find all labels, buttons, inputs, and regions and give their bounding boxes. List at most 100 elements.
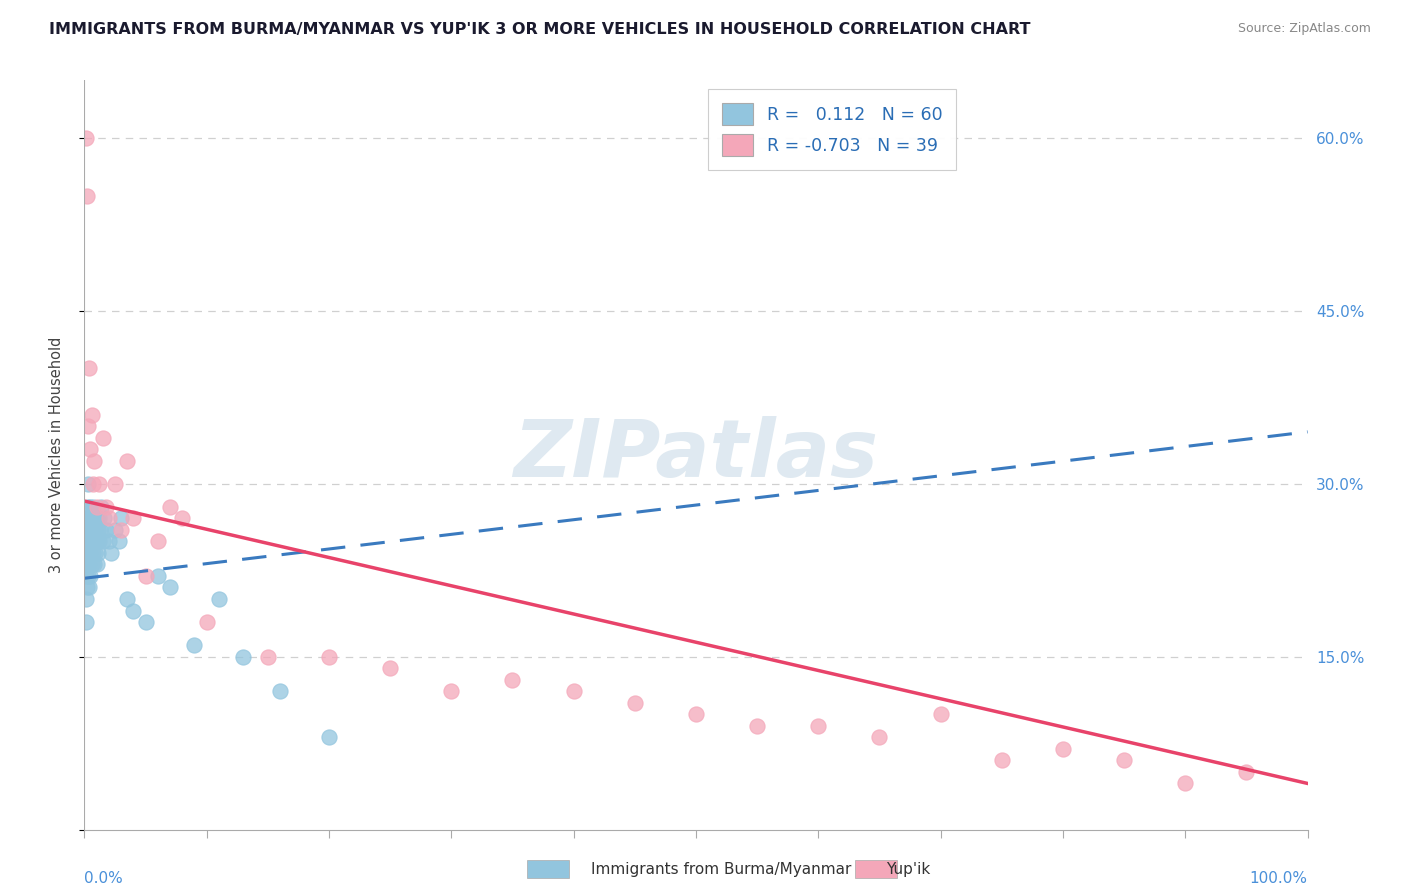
Point xyxy=(75,569,97,583)
Point xyxy=(86,534,108,549)
Point xyxy=(77,581,100,595)
Point xyxy=(159,581,181,595)
Point xyxy=(86,511,108,525)
Point xyxy=(77,476,100,491)
Point xyxy=(100,546,122,560)
Point xyxy=(75,131,97,145)
Point xyxy=(1114,753,1136,767)
Point xyxy=(75,615,97,629)
Point xyxy=(380,661,402,675)
Point xyxy=(96,523,118,537)
Point xyxy=(82,500,104,514)
Point xyxy=(83,534,105,549)
Point xyxy=(115,453,138,467)
Point xyxy=(79,523,101,537)
Point xyxy=(79,569,101,583)
Point xyxy=(77,511,100,525)
Point xyxy=(75,592,97,607)
Point xyxy=(502,673,524,687)
Point xyxy=(104,523,127,537)
Point xyxy=(208,592,231,607)
Point xyxy=(87,546,110,560)
Point xyxy=(76,558,98,572)
Point xyxy=(86,558,108,572)
Point xyxy=(122,603,145,617)
Point xyxy=(87,534,110,549)
Point xyxy=(77,523,100,537)
Point xyxy=(1052,742,1074,756)
Point xyxy=(80,558,103,572)
Point xyxy=(86,500,108,514)
Point xyxy=(77,419,100,434)
Point xyxy=(79,442,101,457)
Point xyxy=(82,523,104,537)
Point xyxy=(90,500,112,514)
Point xyxy=(97,534,120,549)
Point xyxy=(82,476,104,491)
Y-axis label: 3 or more Vehicles in Household: 3 or more Vehicles in Household xyxy=(49,337,63,573)
Point xyxy=(269,684,291,698)
Point xyxy=(82,546,104,560)
Point xyxy=(87,476,110,491)
Point xyxy=(146,534,169,549)
Point xyxy=(83,511,105,525)
Point xyxy=(77,558,100,572)
Point xyxy=(75,523,97,537)
Point xyxy=(807,719,830,733)
Point xyxy=(135,615,157,629)
Point xyxy=(87,511,110,525)
Point xyxy=(146,569,169,583)
Point xyxy=(159,500,181,514)
Point xyxy=(929,707,952,722)
Point xyxy=(1236,764,1258,779)
Point xyxy=(87,523,110,537)
Point xyxy=(77,361,100,376)
Point xyxy=(96,500,118,514)
Point xyxy=(869,731,891,745)
Point xyxy=(76,581,98,595)
Point xyxy=(80,511,103,525)
Point xyxy=(122,511,145,525)
Point xyxy=(115,592,138,607)
Point xyxy=(77,500,100,514)
Point xyxy=(91,431,114,445)
Point xyxy=(89,523,111,537)
Point xyxy=(79,500,101,514)
Point xyxy=(747,719,769,733)
Point xyxy=(77,534,100,549)
Point xyxy=(232,649,254,664)
Point xyxy=(80,534,103,549)
Text: Source: ZipAtlas.com: Source: ZipAtlas.com xyxy=(1237,22,1371,36)
Point xyxy=(76,511,98,525)
Legend: R =   0.112   N = 60, R = -0.703   N = 39: R = 0.112 N = 60, R = -0.703 N = 39 xyxy=(707,89,956,170)
Point xyxy=(1174,776,1197,790)
Point xyxy=(624,696,647,710)
Text: Immigrants from Burma/Myanmar: Immigrants from Burma/Myanmar xyxy=(591,863,851,877)
Text: IMMIGRANTS FROM BURMA/MYANMAR VS YUP'IK 3 OR MORE VEHICLES IN HOUSEHOLD CORRELAT: IMMIGRANTS FROM BURMA/MYANMAR VS YUP'IK … xyxy=(49,22,1031,37)
Point xyxy=(104,476,127,491)
Point xyxy=(110,523,132,537)
Point xyxy=(991,753,1014,767)
Text: 100.0%: 100.0% xyxy=(1250,871,1308,886)
Point xyxy=(84,523,107,537)
Point xyxy=(562,684,585,698)
Text: 0.0%: 0.0% xyxy=(84,871,124,886)
Point xyxy=(318,731,340,745)
Point xyxy=(107,534,129,549)
Point xyxy=(83,558,105,572)
Point xyxy=(257,649,280,664)
Point xyxy=(75,546,97,560)
Point xyxy=(79,546,101,560)
Point xyxy=(110,511,132,525)
Point xyxy=(195,615,218,629)
Point xyxy=(135,569,157,583)
Point xyxy=(172,511,194,525)
Text: Yup'ik: Yup'ik xyxy=(886,863,929,877)
Text: ZIPatlas: ZIPatlas xyxy=(513,416,879,494)
Point xyxy=(91,534,114,549)
Point xyxy=(83,453,105,467)
Point xyxy=(97,511,120,525)
Point xyxy=(77,546,100,560)
Point xyxy=(84,546,107,560)
Point xyxy=(685,707,707,722)
